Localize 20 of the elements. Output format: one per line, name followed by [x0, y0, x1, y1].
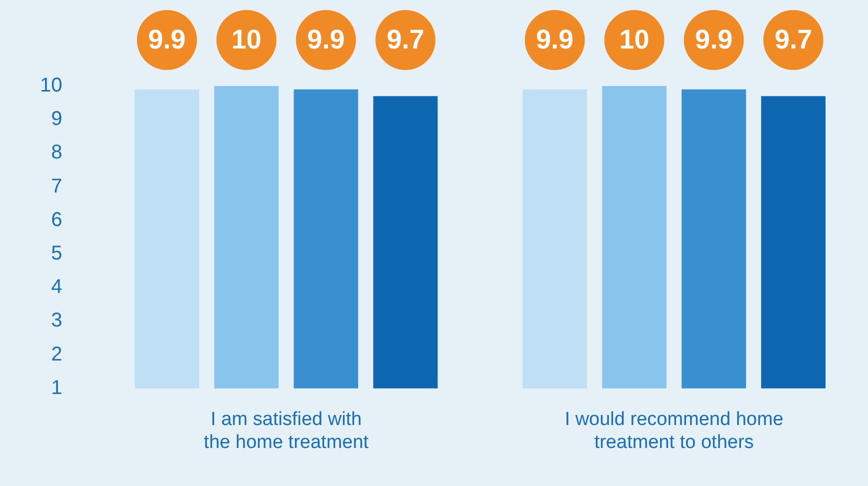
y-tick-label: 5 [51, 242, 62, 265]
data-label: 9.9 [307, 24, 345, 54]
y-tick-label: 9 [51, 108, 62, 130]
data-label: 9.7 [386, 24, 424, 54]
y-tick-label: 1 [51, 376, 62, 399]
x-tick-label: I would recommend home treatment to others [564, 409, 784, 453]
y-tick-label: 3 [51, 310, 62, 332]
y-tick-label: 7 [51, 175, 62, 198]
data-label: 9.9 [695, 24, 733, 54]
data-label: 10 [231, 24, 262, 54]
y-tick-label: 2 [51, 343, 62, 366]
data-label: 10 [619, 24, 650, 54]
y-tick-label: 8 [51, 142, 62, 164]
x-tick-label: I am satisfied with the home treatment [204, 409, 370, 453]
data-label: 9.7 [774, 24, 812, 54]
data-label: 9.9 [536, 24, 574, 54]
y-tick-label: 4 [51, 276, 62, 298]
data-label: 9.9 [148, 24, 186, 54]
y-tick-label: 10 [40, 74, 62, 97]
y-tick-label: 6 [51, 208, 62, 231]
